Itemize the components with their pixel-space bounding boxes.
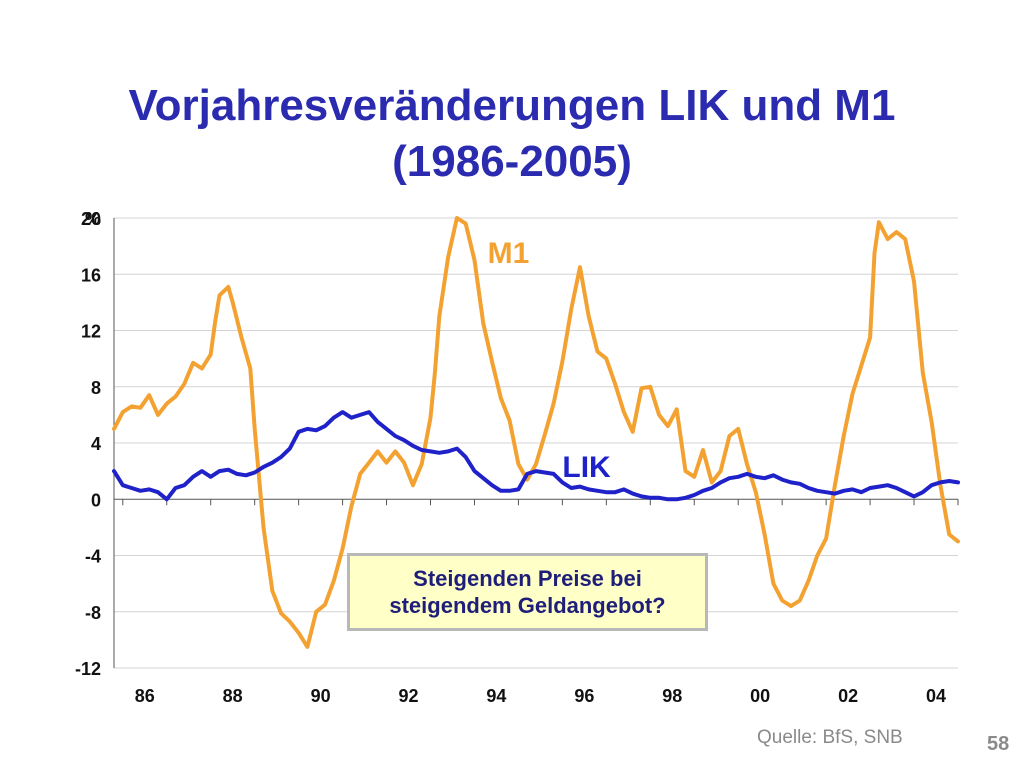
x-tick-label: 86 (135, 686, 155, 706)
source-note: Quelle: BfS, SNB (757, 727, 903, 748)
title-line-2: (1986-2005) (392, 137, 632, 186)
x-tick-label: 90 (311, 686, 331, 706)
series-line-lik (112, 410, 960, 502)
y-tick-label: 20 (81, 209, 101, 229)
x-tick-label: 02 (838, 686, 858, 706)
callout-line-1: Steigenden Preise bei (413, 566, 642, 591)
callout-box: Steigenden Preise bei steigendem Geldang… (347, 553, 708, 631)
page-number: 58 (987, 733, 1010, 755)
axes: 20 16 12 8 4 0 -4 -8 -12% 86 88 90 92 94 96 98 00 02 04 (75, 209, 959, 706)
series-lines (112, 216, 960, 649)
x-tick-label: 04 (926, 686, 946, 706)
y-axis-unit-label: % (85, 209, 101, 229)
title-line-1: Vorjahresveränderungen LIK und M1 (128, 81, 896, 130)
chart-labels: M1 LIK (488, 237, 611, 484)
y-tick-label: 16 (81, 265, 101, 285)
y-tick-label: -8 (85, 603, 101, 623)
y-tick-label: 12 (81, 322, 101, 342)
y-tick-label: 0 (91, 490, 101, 510)
y-tick-label: -12 (75, 659, 101, 679)
series-label-lik: LIK (562, 451, 611, 484)
x-tick-label: 00 (750, 686, 770, 706)
y-tick-label: 4 (91, 434, 101, 454)
y-tick-label: 8 (91, 378, 101, 398)
callout-line-2: steigendem Geldangebot? (389, 593, 666, 618)
slide-title: Vorjahresveränderungen LIK und M1 (1986-… (0, 78, 1024, 190)
series-label-m1: M1 (488, 237, 530, 270)
x-tick-label: 98 (662, 686, 682, 706)
x-tick-label: 94 (486, 686, 506, 706)
y-tick-label: -4 (85, 547, 101, 567)
x-tick-label: 88 (223, 686, 243, 706)
x-tick-label: 92 (399, 686, 419, 706)
x-tick-label: 96 (574, 686, 594, 706)
series-line-m1 (112, 216, 960, 649)
